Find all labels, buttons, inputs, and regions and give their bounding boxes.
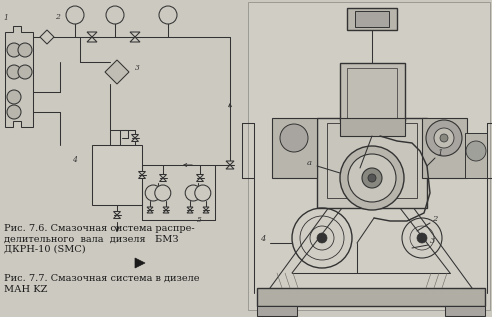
Text: 5: 5	[197, 216, 202, 224]
Bar	[248, 2, 490, 310]
Polygon shape	[131, 134, 139, 138]
Polygon shape	[203, 210, 209, 213]
Bar	[347, 68, 397, 118]
Text: делительного  вала  дизеля   БМЗ: делительного вала дизеля БМЗ	[4, 235, 179, 243]
Circle shape	[434, 128, 454, 148]
Bar	[445, 306, 485, 316]
Polygon shape	[159, 174, 166, 178]
Polygon shape	[196, 174, 204, 178]
Circle shape	[155, 185, 171, 201]
Text: 1: 1	[437, 149, 442, 157]
Text: Рис. 7.6. Смазочная система распре-: Рис. 7.6. Смазочная система распре-	[4, 224, 195, 233]
Polygon shape	[203, 207, 209, 210]
Circle shape	[185, 185, 201, 201]
Text: 3: 3	[430, 237, 435, 245]
Polygon shape	[147, 210, 153, 213]
Circle shape	[106, 6, 124, 24]
Circle shape	[340, 146, 404, 210]
Polygon shape	[159, 178, 166, 182]
Polygon shape	[226, 161, 234, 165]
Circle shape	[7, 105, 21, 119]
Text: 3: 3	[135, 64, 140, 72]
Polygon shape	[147, 207, 153, 210]
Polygon shape	[87, 32, 97, 37]
Polygon shape	[226, 165, 234, 169]
Polygon shape	[139, 175, 146, 178]
Bar	[92, 145, 142, 205]
Bar	[355, 11, 389, 27]
Polygon shape	[87, 37, 97, 42]
Bar	[347, 8, 397, 30]
Text: 4: 4	[260, 235, 265, 243]
Text: a: a	[307, 159, 312, 167]
Circle shape	[7, 90, 21, 104]
Circle shape	[66, 6, 84, 24]
Circle shape	[159, 6, 177, 24]
Text: Рис. 7.7. Смазочная система в дизеле: Рис. 7.7. Смазочная система в дизеле	[4, 274, 199, 283]
Polygon shape	[196, 178, 204, 182]
Bar	[340, 118, 405, 136]
Bar	[257, 288, 485, 306]
Bar	[272, 118, 317, 178]
Circle shape	[195, 185, 211, 201]
Bar	[422, 118, 467, 178]
Polygon shape	[131, 138, 139, 141]
Polygon shape	[40, 30, 54, 44]
Bar	[257, 306, 297, 316]
Circle shape	[348, 154, 396, 202]
Polygon shape	[187, 207, 193, 210]
Circle shape	[362, 168, 382, 188]
Circle shape	[18, 43, 32, 57]
Bar	[327, 123, 417, 198]
Polygon shape	[130, 32, 140, 37]
Text: 2: 2	[432, 215, 437, 223]
Polygon shape	[163, 207, 169, 210]
Polygon shape	[163, 210, 169, 213]
Bar	[340, 63, 405, 121]
Bar	[317, 118, 427, 208]
Bar	[465, 133, 487, 178]
Circle shape	[426, 120, 462, 156]
Circle shape	[417, 233, 427, 243]
Text: 4: 4	[72, 156, 77, 164]
Polygon shape	[114, 215, 121, 218]
Polygon shape	[187, 210, 193, 213]
Polygon shape	[135, 258, 145, 268]
Circle shape	[18, 65, 32, 79]
Circle shape	[7, 65, 21, 79]
Polygon shape	[130, 37, 140, 42]
Circle shape	[7, 43, 21, 57]
Text: ДКРН-10 (SMC): ДКРН-10 (SMC)	[4, 245, 86, 254]
Polygon shape	[105, 60, 129, 84]
Text: 1: 1	[3, 14, 8, 22]
Polygon shape	[139, 171, 146, 175]
Circle shape	[440, 134, 448, 142]
Circle shape	[317, 233, 327, 243]
Circle shape	[280, 124, 308, 152]
Circle shape	[368, 174, 376, 182]
Circle shape	[466, 141, 486, 161]
Polygon shape	[114, 211, 121, 215]
Circle shape	[145, 185, 161, 201]
Text: МАН KZ: МАН KZ	[4, 284, 48, 294]
Polygon shape	[5, 26, 33, 127]
Text: 2: 2	[55, 13, 60, 21]
